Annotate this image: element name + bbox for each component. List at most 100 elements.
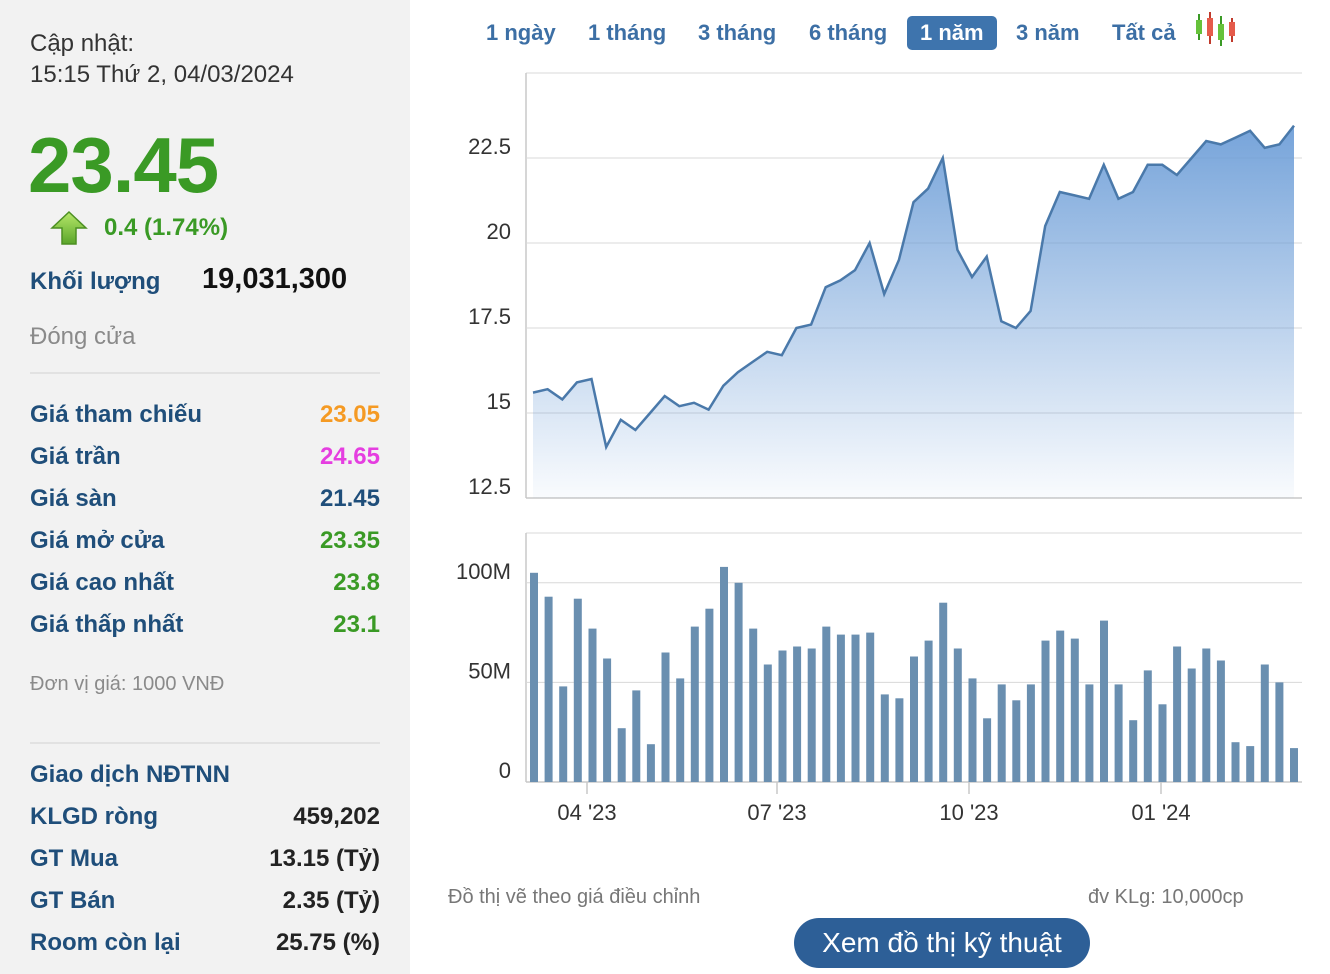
update-label: Cập nhật: xyxy=(30,30,135,57)
volume-bar xyxy=(1260,664,1269,782)
divider xyxy=(30,372,380,374)
ceiling-price-value: 24.65 xyxy=(319,443,380,470)
volume-bar xyxy=(866,632,875,782)
tab-3-years[interactable]: 3 năm xyxy=(1016,20,1080,45)
volume-bar xyxy=(1026,684,1035,782)
floor-price-value: 21.45 xyxy=(319,485,380,512)
volume-bar xyxy=(617,728,626,782)
volume-bar xyxy=(720,566,728,782)
x-tick-label: 01 '24 xyxy=(1131,800,1190,825)
divider xyxy=(30,742,380,744)
volume-bar xyxy=(968,678,977,782)
sell-value-label: GT Bán xyxy=(30,887,116,914)
y-tick-label: 22.5 xyxy=(468,134,511,159)
price-unit-note: Đơn vị giá: 1000 VNĐ xyxy=(30,673,225,695)
room-left-label: Room còn lại xyxy=(30,929,181,956)
update-time: 15:15 Thứ 2, 04/03/2024 xyxy=(30,61,294,88)
volume-bar xyxy=(588,628,597,782)
y-tick-label: 0 xyxy=(499,758,511,783)
volume-bar xyxy=(1085,684,1094,782)
volume-bar xyxy=(1143,670,1152,782)
price-line xyxy=(532,124,1295,451)
tab-1-day[interactable]: 1 ngày xyxy=(486,20,556,45)
adjusted-price-note: Đồ thị vẽ theo giá điều chỉnh xyxy=(448,886,701,908)
volume-value: 19,031,300 xyxy=(202,263,348,295)
volume-bar xyxy=(573,598,582,782)
volume-label: Khối lượng xyxy=(30,268,161,295)
x-tick-label: 10 '23 xyxy=(939,800,998,825)
low-price-value: 23.1 xyxy=(333,611,380,638)
net-volume-value: 459,202 xyxy=(293,803,380,830)
volume-bar xyxy=(910,656,918,782)
y-tick-label: 12.5 xyxy=(468,474,511,499)
volume-bar xyxy=(734,582,743,782)
sell-value-value: 2.35 (Tỷ) xyxy=(282,887,380,914)
volume-bar xyxy=(851,634,860,782)
volume-unit-note: đv KLg: 10,000cp xyxy=(1088,886,1244,908)
net-volume-label: KLGD ròng xyxy=(30,803,158,830)
x-tick-label: 07 '23 xyxy=(747,800,806,825)
volume-bar xyxy=(880,694,889,782)
volume-bar xyxy=(530,572,538,782)
volume-bar xyxy=(1173,646,1182,782)
volume-bar xyxy=(1041,640,1050,782)
volume-bar xyxy=(1231,742,1240,782)
tab-3-months[interactable]: 3 tháng xyxy=(698,20,777,45)
stock-info-panel: Cập nhật: 15:15 Thứ 2, 04/03/2024 23.45 … xyxy=(0,0,410,974)
tab-6-months[interactable]: 6 tháng xyxy=(809,20,888,45)
buy-value-label: GT Mua xyxy=(30,845,118,872)
price-area xyxy=(533,125,1294,498)
volume-bar xyxy=(1056,630,1065,782)
volume-bar xyxy=(939,602,948,782)
ref-price-value: 23.05 xyxy=(319,401,380,428)
volume-bar xyxy=(1246,746,1255,782)
current-price: 23.45 xyxy=(28,121,219,209)
volume-bar xyxy=(778,650,787,782)
volume-bar xyxy=(690,626,699,782)
price-change: 0.4 (1.74%) xyxy=(104,214,229,241)
technical-chart-button[interactable]: Xem đồ thị kỹ thuật xyxy=(794,918,1090,968)
volume-bar xyxy=(646,744,655,782)
session-status: Đóng cửa xyxy=(30,323,136,350)
volume-bar xyxy=(836,634,845,782)
volume-bar xyxy=(559,686,568,782)
floor-price-label: Giá sàn xyxy=(30,485,117,512)
volume-bar xyxy=(1114,684,1123,782)
volume-bar xyxy=(1070,638,1079,782)
up-arrow-icon xyxy=(50,210,88,245)
volume-bar xyxy=(603,658,612,782)
open-price-value: 23.35 xyxy=(319,527,380,554)
volume-bar xyxy=(632,690,641,782)
low-price-label: Giá thấp nhất xyxy=(30,611,184,638)
volume-bar xyxy=(895,698,904,782)
volume-bar xyxy=(1012,700,1021,782)
candlestick-chart-icon[interactable] xyxy=(1193,10,1237,48)
open-price-label: Giá mở cửa xyxy=(30,527,165,554)
volume-bar xyxy=(807,648,816,782)
volume-bar xyxy=(1129,720,1138,782)
high-price-label: Giá cao nhất xyxy=(30,569,175,596)
y-tick-label: 15 xyxy=(487,389,511,414)
volume-bar xyxy=(822,626,831,782)
tab-1-month[interactable]: 1 tháng xyxy=(588,20,667,45)
buy-value-value: 13.15 (Tỷ) xyxy=(269,845,380,872)
tab-1-year[interactable]: 1 năm xyxy=(907,16,997,50)
volume-bar xyxy=(676,678,685,782)
volume-bar xyxy=(705,608,714,782)
volume-bar xyxy=(924,640,933,782)
volume-bar xyxy=(1275,682,1284,782)
volume-bar xyxy=(544,596,553,782)
volume-bar xyxy=(1100,620,1108,782)
volume-bar xyxy=(661,652,670,782)
volume-bar xyxy=(749,628,758,782)
foreign-trading-title: Giao dịch NĐTNN xyxy=(30,761,231,788)
y-tick-label: 100M xyxy=(456,559,511,584)
volume-bar xyxy=(1216,660,1225,782)
volume-bar xyxy=(1202,648,1211,782)
y-tick-label: 17.5 xyxy=(468,304,511,329)
tab-all[interactable]: Tất cả xyxy=(1112,20,1176,45)
volume-bar xyxy=(1158,704,1167,782)
volume-bar xyxy=(1187,668,1196,782)
